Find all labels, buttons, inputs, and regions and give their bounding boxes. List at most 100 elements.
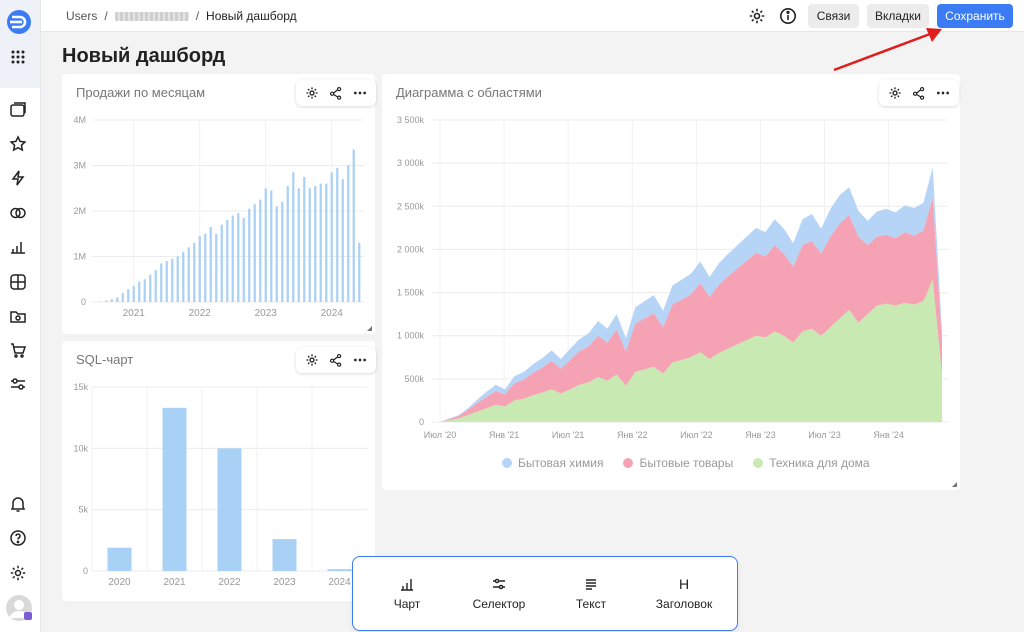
add-widget-panel: Чарт Селектор Текст H Заголовок	[352, 556, 738, 631]
logo-icon[interactable]	[6, 9, 32, 35]
x-tick-label: 2021	[163, 577, 186, 588]
gear-icon[interactable]	[8, 563, 28, 583]
y-tick-label: 3 000k	[397, 158, 425, 168]
heading-glyph: H	[678, 576, 690, 592]
bar	[107, 547, 132, 571]
charts-icon[interactable]	[8, 237, 28, 257]
add-item-label: Чарт	[393, 597, 421, 611]
bar	[253, 204, 256, 302]
bar	[116, 297, 119, 302]
y-tick-label: 2M	[73, 206, 86, 216]
y-tick-label: 15k	[73, 382, 88, 392]
chart-legend: Бытовая химия Бытовые товары Техника для…	[502, 456, 870, 470]
widget-area-chart[interactable]: Диаграмма с областями 0 500k 1 000k 1 500k 2…	[382, 74, 960, 490]
widget-more-icon[interactable]	[931, 82, 955, 104]
bar	[204, 233, 207, 302]
bar	[132, 286, 135, 302]
apps-grid-icon[interactable]	[8, 47, 28, 67]
bar	[297, 188, 300, 302]
settings-sliders-icon[interactable]	[8, 374, 28, 394]
bar	[248, 208, 251, 302]
widget-links-icon[interactable]	[324, 82, 348, 104]
widget-sql-chart[interactable]: SQL-чарт 0 5k 10k 15k 2020 2021 2022 2023 2024	[62, 341, 376, 601]
x-tick-label: Янв '21	[489, 430, 519, 440]
bar	[217, 448, 242, 571]
widget-links-icon[interactable]	[324, 349, 348, 371]
bar	[149, 274, 152, 302]
x-tick-label: 2022	[218, 577, 241, 588]
resize-handle[interactable]	[952, 482, 957, 487]
breadcrumb-root[interactable]: Users	[66, 9, 98, 23]
bar	[272, 539, 297, 571]
x-tick-label: Июл '20	[424, 430, 457, 440]
bar	[352, 149, 355, 302]
area-series	[440, 167, 942, 422]
widget-settings-gear-icon[interactable]	[300, 82, 324, 104]
widget-more-icon[interactable]	[348, 349, 372, 371]
lightning-icon[interactable]	[8, 168, 28, 188]
breadcrumb-current: Новый дашборд	[206, 9, 297, 23]
bar	[264, 188, 267, 302]
bar	[187, 247, 190, 302]
legend-item-goods[interactable]: Бытовые товары	[623, 456, 733, 470]
y-tick-label: 1 500k	[397, 288, 425, 298]
widget-sales-by-month[interactable]: Продажи по месяцам 0 1M 2M 3M 4M 2021 2022 2023…	[62, 74, 376, 334]
dashboards-icon[interactable]	[8, 272, 28, 292]
chart-icon	[367, 575, 447, 593]
bar	[176, 256, 179, 302]
y-tick-label: 0	[81, 297, 86, 307]
links-button[interactable]: Связи	[808, 4, 859, 28]
add-text-button[interactable]: Текст	[551, 575, 631, 611]
y-tick-label: 2 000k	[397, 244, 425, 254]
resize-handle[interactable]	[367, 326, 372, 331]
area-series	[440, 197, 942, 422]
add-chart-button[interactable]: Чарт	[367, 575, 447, 611]
avatar[interactable]	[5, 594, 33, 622]
collections-icon[interactable]	[8, 100, 28, 120]
save-button[interactable]: Сохранить	[937, 4, 1013, 28]
bar	[286, 185, 289, 302]
y-tick-label: 0	[419, 417, 424, 427]
widget-toolbar	[879, 80, 959, 106]
header: Users / / Новый дашборд Связи Вкладки Со…	[41, 0, 1024, 32]
reports-folder-icon[interactable]	[8, 306, 28, 326]
add-heading-button[interactable]: H Заголовок	[644, 575, 724, 611]
legend-dot	[502, 458, 512, 468]
info-icon[interactable]	[779, 7, 797, 25]
bar	[226, 220, 229, 302]
widget-settings-gear-icon[interactable]	[300, 349, 324, 371]
add-selector-button[interactable]: Селектор	[459, 575, 539, 611]
connections-icon[interactable]	[8, 203, 28, 223]
y-tick-label: 10k	[73, 443, 88, 453]
dashboard-settings-gear-icon[interactable]	[748, 7, 766, 25]
favorites-star-icon[interactable]	[8, 134, 28, 154]
y-tick-label: 1 000k	[397, 331, 425, 341]
help-icon[interactable]	[8, 528, 28, 548]
breadcrumb-blurred-folder[interactable]	[114, 11, 189, 21]
notifications-bell-icon[interactable]	[8, 494, 28, 514]
widget-links-icon[interactable]	[907, 82, 931, 104]
legend-item-tech[interactable]: Техника для дома	[753, 456, 870, 470]
bar	[341, 179, 344, 302]
bar	[162, 407, 187, 571]
widget-settings-gear-icon[interactable]	[883, 82, 907, 104]
legend-item-chem[interactable]: Бытовая химия	[502, 456, 603, 470]
x-tick-label: 2024	[328, 577, 351, 588]
bar	[215, 233, 218, 302]
legend-dot	[753, 458, 764, 468]
sql-bar-chart: 0 5k 10k 15k 2020 2021 2022 2023 2024	[73, 382, 367, 588]
bar	[182, 251, 185, 302]
bar	[105, 300, 108, 302]
widget-title: SQL-чарт	[76, 352, 134, 367]
heading-icon: H	[644, 575, 724, 593]
widget-more-icon[interactable]	[348, 82, 372, 104]
x-tick-label: 2024	[321, 308, 344, 319]
bar	[165, 261, 168, 302]
bar	[220, 224, 223, 302]
breadcrumb: Users / / Новый дашборд	[66, 9, 297, 23]
area-series	[440, 279, 942, 422]
bar	[319, 183, 322, 302]
cart-icon[interactable]	[8, 340, 28, 360]
tabs-button[interactable]: Вкладки	[867, 4, 929, 28]
y-tick-label: 500k	[404, 374, 424, 384]
